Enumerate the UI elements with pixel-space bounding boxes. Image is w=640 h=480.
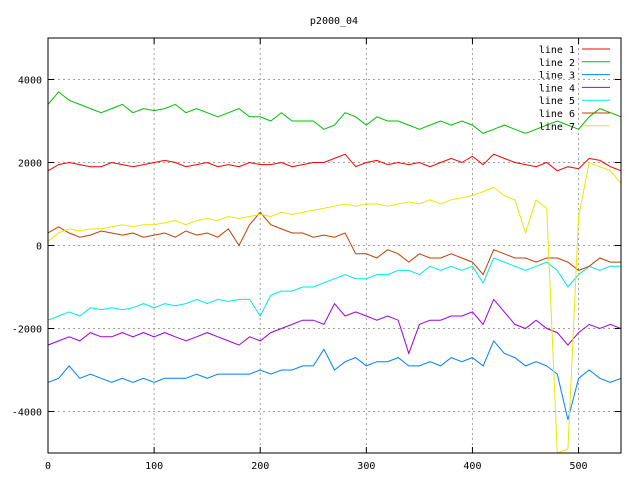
y-tick-label: -2000 xyxy=(12,325,42,336)
legend-label: line 5 xyxy=(539,96,575,107)
series-line-2 xyxy=(48,91,621,134)
y-tick-label: -4000 xyxy=(12,408,42,419)
x-tick-label: 300 xyxy=(357,461,375,472)
series-line-7 xyxy=(48,161,621,453)
series-line-1 xyxy=(48,153,621,172)
x-tick-label: 400 xyxy=(463,461,481,472)
x-tick-label: 200 xyxy=(251,461,269,472)
x-tick-label: 0 xyxy=(45,461,51,472)
series-line-5 xyxy=(48,257,621,321)
series-line-3 xyxy=(48,339,621,420)
x-tick-label: 100 xyxy=(145,461,163,472)
y-tick-label: 0 xyxy=(36,242,42,253)
legend-label: line 4 xyxy=(539,83,575,94)
y-tick-label: 2000 xyxy=(18,159,42,170)
legend-label: line 3 xyxy=(539,71,575,82)
series-line-6 xyxy=(48,211,621,276)
y-tick-label: 4000 xyxy=(18,76,42,87)
series-lines xyxy=(48,91,621,453)
legend-label: line 7 xyxy=(539,122,575,133)
plot-border xyxy=(47,37,622,454)
grid xyxy=(48,38,621,453)
legend-label: line 1 xyxy=(539,45,575,56)
x-tick-label: 500 xyxy=(570,461,588,472)
series-line-4 xyxy=(48,298,621,355)
axis-ticks: 0 100 200 300 400 500 -4000 -2000 0 2000 4000 xyxy=(12,38,621,472)
chart-title: p2000_04 xyxy=(310,16,358,27)
legend-label: line 6 xyxy=(539,109,575,120)
legend-label: line 2 xyxy=(539,58,575,69)
